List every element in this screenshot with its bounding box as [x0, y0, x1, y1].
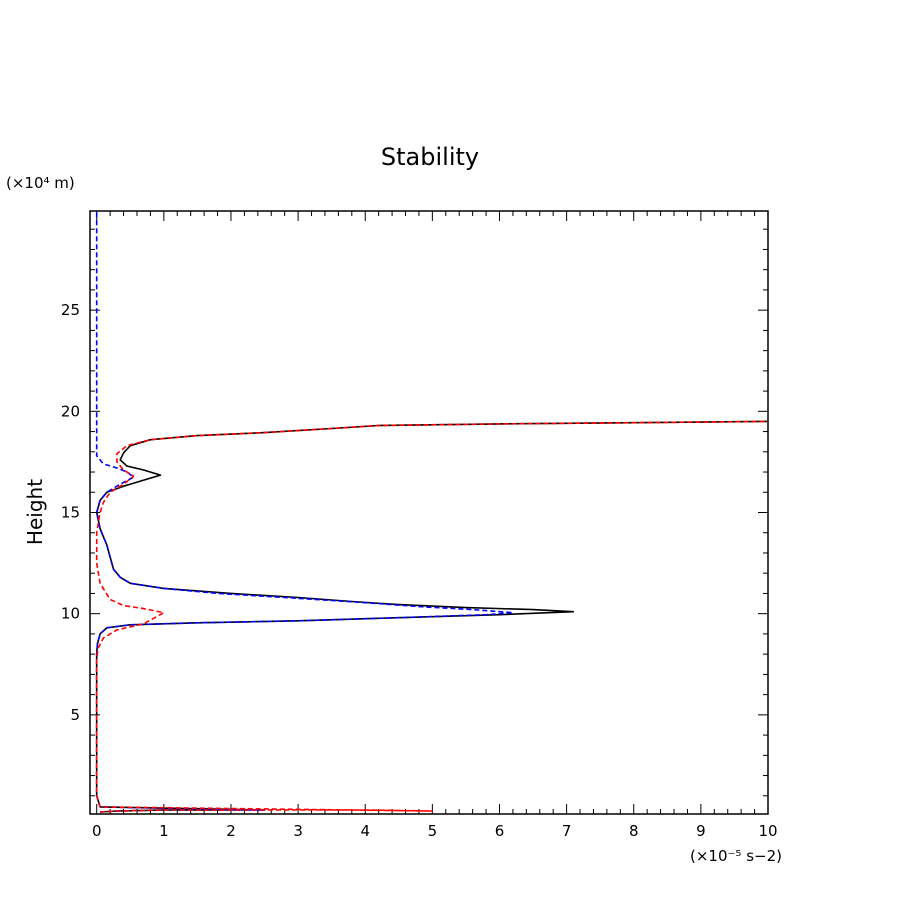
- series-line-1: [95, 420, 768, 813]
- x-tick-label: 10: [758, 822, 777, 840]
- y-tick-label: 20: [61, 402, 80, 420]
- series-line-2: [95, 211, 514, 813]
- x-tick-label: 5: [428, 822, 438, 840]
- x-tick-label: 3: [293, 822, 303, 840]
- y-tick-label: 10: [61, 605, 80, 623]
- x-tick-label: 4: [360, 822, 370, 840]
- y-axis-label: Height: [23, 479, 47, 545]
- x-unit-label: (×10⁻⁵ s−2): [690, 847, 782, 865]
- y-unit-label: (×10⁴ m): [6, 174, 75, 192]
- x-tick-label: 9: [696, 822, 706, 840]
- plot-area: 0 1 2 3 4 5 6 7 8 9 10 5 10 15 20 25: [61, 210, 778, 840]
- y-tick-label: 15: [61, 504, 80, 522]
- y-tick-label: 25: [61, 301, 80, 319]
- chart-title: Stability: [381, 143, 479, 171]
- x-tick-label: 0: [92, 822, 102, 840]
- plot-frame: [89, 210, 769, 815]
- x-tick-label: 8: [629, 822, 639, 840]
- x-tick-label: 2: [226, 822, 236, 840]
- y-tick-label: 5: [70, 706, 80, 724]
- x-tick-label: 6: [495, 822, 505, 840]
- series-line-3: [95, 420, 768, 813]
- x-tick-label: 1: [159, 822, 169, 840]
- x-tick-label: 7: [562, 822, 572, 840]
